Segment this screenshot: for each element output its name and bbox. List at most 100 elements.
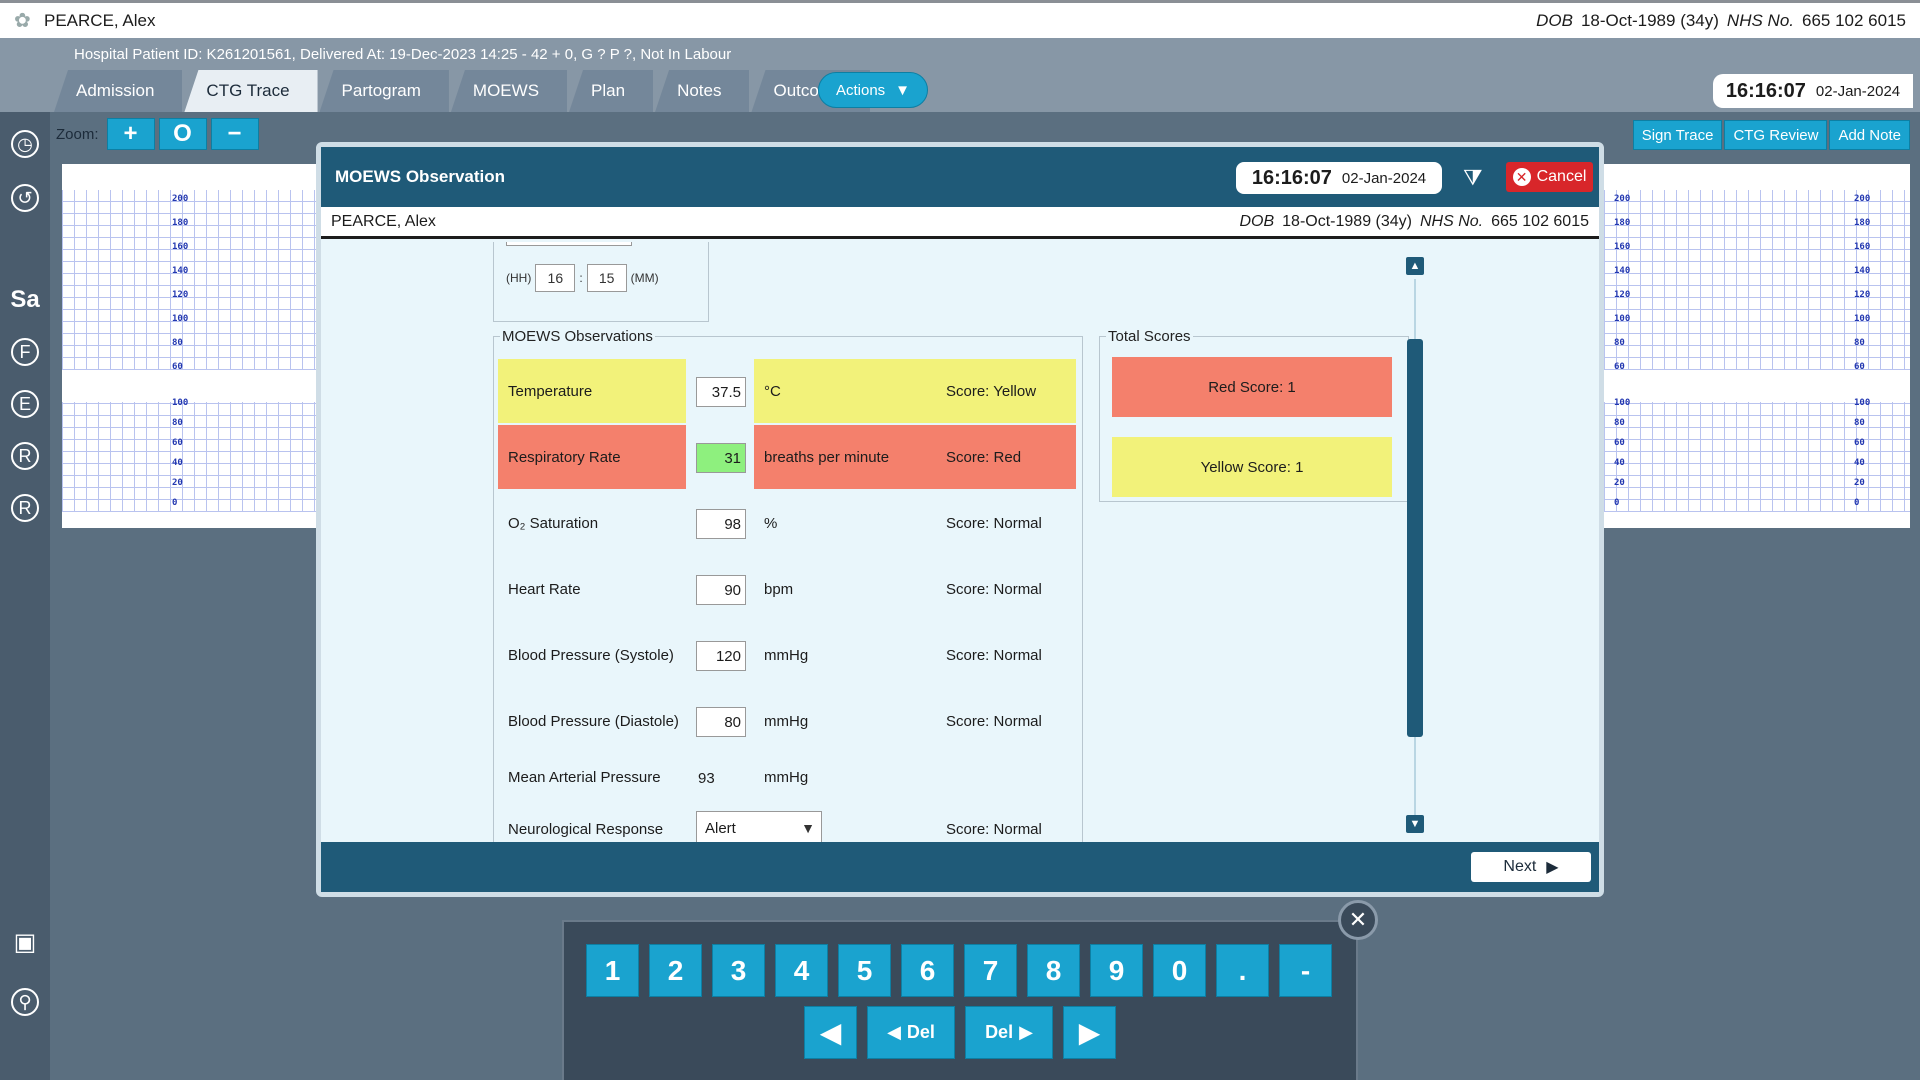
- key-7[interactable]: 7: [964, 944, 1017, 997]
- obs-name: Respiratory Rate: [498, 425, 686, 489]
- dialog-header: MOEWS Observation 16:16:07 02-Jan-2024 ⧩…: [321, 147, 1599, 207]
- filter-icon[interactable]: ⧩: [1463, 165, 1483, 190]
- dialog-patient-name: PEARCE, Alex: [331, 212, 436, 230]
- cursor-right-button[interactable]: ▶: [1063, 1006, 1116, 1059]
- fhr-scale-right-b: 200 180 160 140 120 100 80 60: [1854, 194, 1871, 372]
- add-note-button[interactable]: Add Note: [1829, 120, 1910, 150]
- hospital-info-line: Hospital Patient ID: K261201561, Deliver…: [74, 46, 732, 63]
- bp-diastole-input[interactable]: 80: [696, 707, 746, 737]
- left-rail: ◷ ↺ Sa F E R R ▣ ⚲: [0, 112, 50, 1080]
- scroll-up-icon[interactable]: ▲: [1406, 257, 1424, 275]
- tab-admission[interactable]: Admission: [54, 70, 183, 112]
- dialog-clock: 16:16:07 02-Jan-2024: [1236, 162, 1442, 194]
- obs-row-respiratory-rate: Respiratory Rate 31 breaths per minute S…: [498, 425, 1080, 489]
- actions-button[interactable]: Actions ▼: [818, 72, 928, 108]
- sign-trace-button[interactable]: Sign Trace: [1632, 120, 1723, 150]
- rail-r1[interactable]: R: [0, 434, 50, 478]
- history-clock-icon[interactable]: ↺: [0, 176, 50, 220]
- dialog-time: 16:16:07: [1251, 166, 1332, 189]
- key-6[interactable]: 6: [901, 944, 954, 997]
- dialog-title: MOEWS Observation: [335, 167, 506, 186]
- obs-score: Score: Normal: [946, 514, 1042, 532]
- clock-icon[interactable]: ◷: [0, 122, 50, 166]
- key-minus[interactable]: -: [1279, 944, 1332, 997]
- toco-scale-right-a: 100 80 60 40 20 0: [1614, 398, 1631, 508]
- delete-left-button[interactable]: ◀ Del: [867, 1006, 955, 1059]
- zoom-out-button[interactable]: −: [210, 118, 259, 150]
- next-button[interactable]: Next ▶: [1471, 852, 1591, 882]
- heart-rate-input[interactable]: 90: [696, 575, 746, 605]
- key-5[interactable]: 5: [838, 944, 891, 997]
- cursor-left-button[interactable]: ◀: [804, 1006, 857, 1059]
- keypad-nav-row: ◀ ◀ Del Del ▶ ▶: [804, 1006, 1116, 1059]
- date-input[interactable]: [506, 242, 632, 246]
- rail-f[interactable]: F: [0, 330, 50, 374]
- right-arrow-icon: ▶: [1078, 1017, 1101, 1048]
- zoom-reset-button[interactable]: O: [158, 118, 207, 150]
- search-icon[interactable]: ⚲: [0, 980, 50, 1024]
- obs-score: Score: Normal: [946, 580, 1042, 598]
- key-3[interactable]: 3: [712, 944, 765, 997]
- tab-moews[interactable]: MOEWS: [450, 70, 568, 112]
- right-arrow-icon: ▶: [1019, 1022, 1033, 1042]
- dialog-date: 02-Jan-2024: [1341, 169, 1427, 187]
- key-2[interactable]: 2: [649, 944, 702, 997]
- key-4[interactable]: 4: [775, 944, 828, 997]
- obs-unit: bpm: [764, 580, 794, 598]
- scroll-thumb[interactable]: [1407, 339, 1423, 737]
- obs-row-bp-systole: Blood Pressure (Systole) 120 mmHg Score:…: [498, 623, 1080, 687]
- tab-plan[interactable]: Plan: [569, 70, 654, 112]
- obs-score: Score: Red: [946, 448, 1022, 466]
- obs-score: Score: Normal: [946, 646, 1042, 664]
- obs-score: Score: Yellow: [946, 382, 1037, 400]
- fhr-scale-right-a: 200 180 160 140 120 100 80 60: [1614, 194, 1631, 372]
- ctg-review-button[interactable]: CTG Review: [1724, 120, 1828, 150]
- obs-name: Temperature: [498, 359, 686, 423]
- flower-icon: ✿: [14, 9, 31, 32]
- tab-ctg-trace[interactable]: CTG Trace: [184, 70, 318, 112]
- o2-saturation-input[interactable]: 98: [696, 509, 746, 539]
- fhr-grid-right: [1604, 190, 1910, 370]
- scroll-down-icon[interactable]: ▼: [1406, 815, 1424, 833]
- main-tabs: Admission CTG Trace Partogram MOEWS Plan…: [54, 70, 872, 112]
- rail-sa[interactable]: Sa: [10, 286, 40, 313]
- total-scores-legend: Total Scores: [1108, 328, 1191, 345]
- key-8[interactable]: 8: [1027, 944, 1080, 997]
- key-9[interactable]: 9: [1090, 944, 1143, 997]
- key-0[interactable]: 0: [1153, 944, 1206, 997]
- mm-label: (MM): [630, 271, 659, 285]
- bp-systole-input[interactable]: 120: [696, 641, 746, 671]
- obs-row-bp-diastole: Blood Pressure (Diastole) 80 mmHg Score:…: [498, 689, 1080, 753]
- yellow-score-badge: Yellow Score: 1: [1112, 437, 1392, 497]
- monitor-icon[interactable]: ▣: [13, 928, 37, 956]
- minute-input[interactable]: 15: [586, 264, 627, 292]
- keypad-close-button[interactable]: ✕: [1338, 900, 1378, 940]
- toco-grid-left: [62, 402, 318, 512]
- observation-time-box: (HH) 16 : 15 (MM): [493, 242, 709, 322]
- obs-row-o2-saturation: O₂ Saturation 98 % Score: Normal: [498, 491, 1080, 555]
- key-1[interactable]: 1: [586, 944, 639, 997]
- obs-row-neurological-response: Neurological Response Alert ▼ Score: Nor…: [498, 797, 1080, 842]
- cancel-button[interactable]: ✕ Cancel: [1506, 162, 1593, 192]
- rail-e[interactable]: E: [0, 382, 50, 426]
- zoom-in-button[interactable]: +: [106, 118, 155, 150]
- respiratory-rate-input[interactable]: 31: [696, 443, 746, 473]
- tab-partogram[interactable]: Partogram: [319, 70, 449, 112]
- chevron-down-icon: ▼: [801, 820, 815, 836]
- vertical-scrollbar[interactable]: ▲ ▼: [1405, 257, 1425, 842]
- del-label: Del: [906, 1022, 935, 1042]
- temperature-input[interactable]: 37.5: [696, 377, 746, 407]
- rail-r2[interactable]: R: [0, 486, 50, 530]
- cancel-label: Cancel: [1536, 168, 1587, 185]
- key-decimal[interactable]: .: [1216, 944, 1269, 997]
- tab-notes[interactable]: Notes: [655, 70, 750, 112]
- neurological-response-select[interactable]: Alert ▼: [696, 811, 822, 842]
- dialog-patient-ids: DOB 18-Oct-1989 (34y) NHS No. 665 102 60…: [1239, 213, 1589, 231]
- patient-banner: ✿ PEARCE, Alex DOB 18-Oct-1989 (34y) NHS…: [0, 0, 1920, 38]
- toco-grid-right: [1604, 402, 1910, 512]
- delete-right-button[interactable]: Del ▶: [965, 1006, 1053, 1059]
- rail-e-label: E: [11, 390, 39, 418]
- map-value: 93: [698, 769, 715, 787]
- hour-input[interactable]: 16: [535, 264, 576, 292]
- close-icon: ✕: [1348, 907, 1368, 932]
